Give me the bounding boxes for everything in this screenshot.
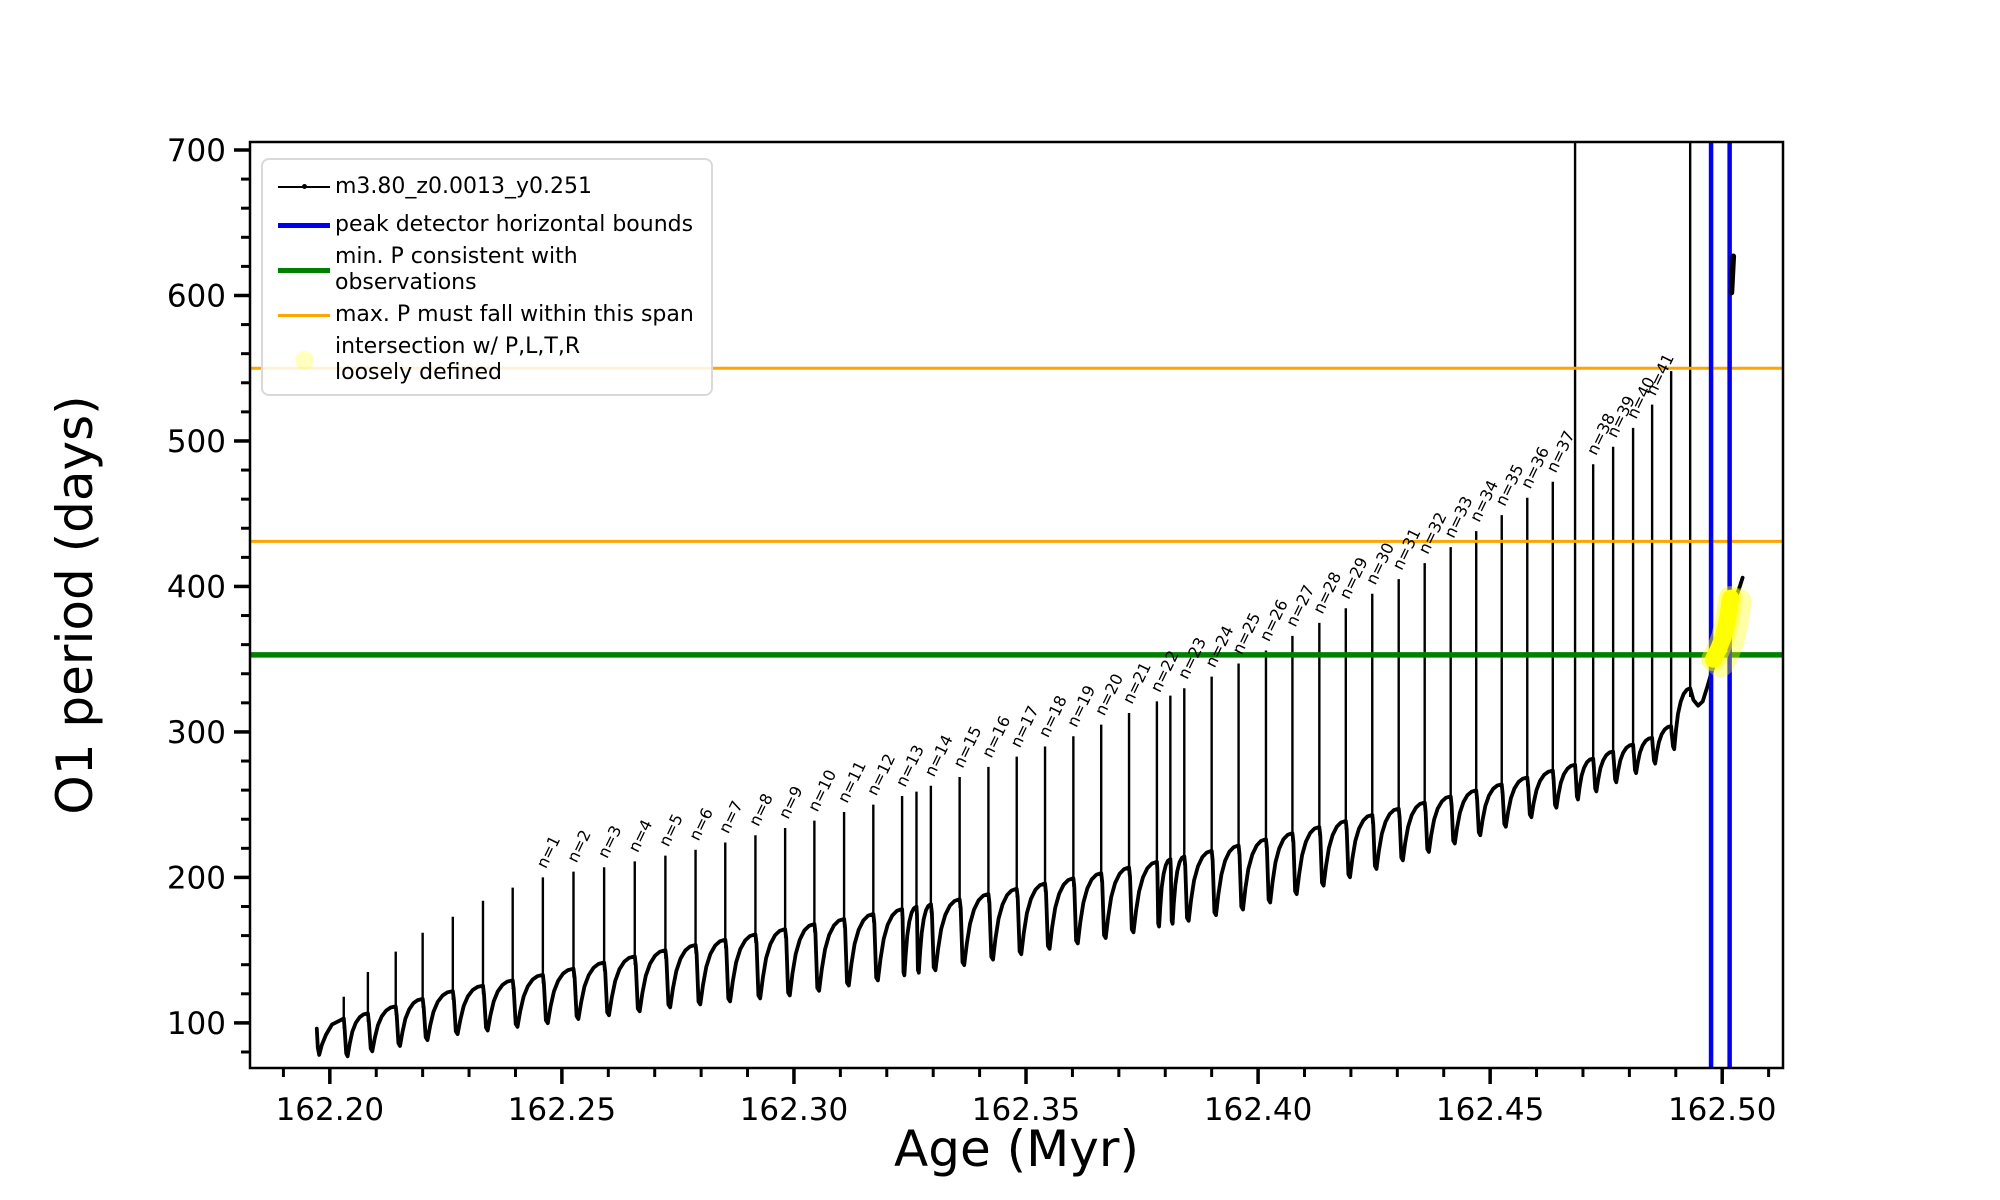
legend-label: m3.80_z0.0013_y0.251: [335, 174, 592, 199]
legend-line-sample-model: [278, 184, 330, 189]
model-fragment: [1728, 253, 1737, 296]
legend-label: max. P must fall within this span: [335, 302, 694, 327]
legend-entry-min-p: min. P consistent with observations: [273, 244, 701, 296]
y-axis-title: O1 period (days): [46, 395, 104, 815]
legend-line-sample-orange: [278, 313, 330, 317]
legend-marker-dot: [302, 184, 307, 189]
legend-entry-peak-bounds: peak detector horizontal bounds: [273, 206, 701, 244]
legend-line-sample-green: [278, 267, 330, 273]
x-axis-title: Age (Myr): [894, 1120, 1139, 1178]
legend-line-sample-blue: [278, 222, 330, 228]
x-tick-label: 162.45: [1436, 1092, 1544, 1128]
legend-label: peak detector horizontal bounds: [335, 212, 694, 237]
x-tick-label: 162.40: [1204, 1092, 1312, 1128]
legend-entry-intersection: intersection w/ P,L,T,R loosely defined: [273, 334, 701, 386]
y-tick-label: 400: [167, 569, 226, 605]
legend-entry-max-p: max. P must fall within this span: [273, 296, 701, 334]
legend-entry-model: m3.80_z0.0013_y0.251: [273, 168, 701, 206]
legend-marker-intersection: [294, 350, 314, 370]
intersection-highlight: [1704, 589, 1740, 668]
legend: m3.80_z0.0013_y0.251 peak detector horiz…: [261, 158, 713, 396]
y-tick-label: 200: [167, 860, 226, 896]
x-tick-label: 162.20: [276, 1092, 384, 1128]
y-tick-label: 700: [167, 133, 226, 169]
legend-label: min. P consistent with observations: [335, 244, 578, 295]
x-tick-label: 162.50: [1668, 1092, 1776, 1128]
x-tick-label: 162.35: [972, 1092, 1080, 1128]
y-tick-label: 300: [167, 715, 226, 751]
model-curve: [314, 575, 1745, 1059]
legend-label: intersection w/ P,L,T,R loosely defined: [335, 334, 581, 385]
y-tick-label: 100: [167, 1006, 226, 1042]
y-tick-label: 500: [167, 424, 226, 460]
y-tick-label: 600: [167, 278, 226, 314]
axes-spines: [248, 140, 1785, 1070]
x-tick-label: 162.25: [508, 1092, 616, 1128]
x-tick-label: 162.30: [740, 1092, 848, 1128]
